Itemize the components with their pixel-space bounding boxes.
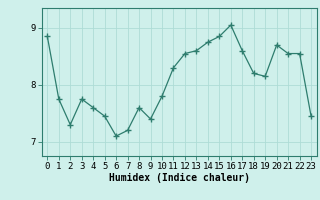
- X-axis label: Humidex (Indice chaleur): Humidex (Indice chaleur): [109, 173, 250, 183]
